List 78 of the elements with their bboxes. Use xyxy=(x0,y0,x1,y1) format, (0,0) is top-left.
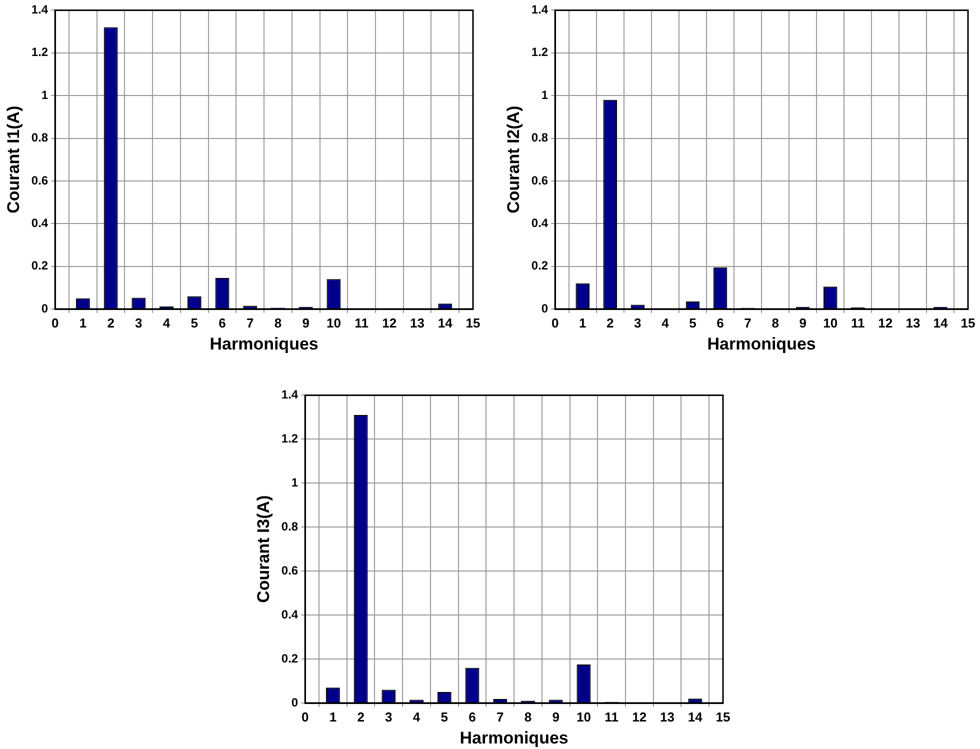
x-tick-label: 8 xyxy=(772,315,779,330)
x-tick-label: 2 xyxy=(606,315,614,330)
x-tick-label: 11 xyxy=(851,315,865,330)
x-tick-label: 0 xyxy=(301,709,309,724)
x-tick-label: 1 xyxy=(578,315,586,330)
y-tick-label: 0.4 xyxy=(531,216,548,230)
x-tick-label: 4 xyxy=(412,709,421,724)
x-tick-label: 10 xyxy=(326,315,341,330)
y-tick-label: 1.2 xyxy=(281,431,298,446)
x-tick-label: 7 xyxy=(246,315,254,330)
x-tick-label: 15 xyxy=(466,315,480,330)
x-tick-label: 6 xyxy=(716,315,724,330)
y-tick-label: 1 xyxy=(291,475,298,490)
x-tick-label: 0 xyxy=(551,315,559,330)
x-tick-label: 2 xyxy=(357,709,364,724)
y-tick-label: 0.6 xyxy=(281,563,298,578)
x-tick-label: 12 xyxy=(878,315,893,330)
x-tick-label: 3 xyxy=(634,315,642,330)
y-tick-label: 0 xyxy=(541,301,548,316)
x-tick-label: 2 xyxy=(107,315,114,330)
y-axis-title: Courant I3(A) xyxy=(254,495,273,603)
x-tick-label: 12 xyxy=(632,709,647,724)
x-tick-label: 9 xyxy=(552,709,560,724)
y-tick-label: 1.2 xyxy=(31,45,48,60)
x-tick-label: 8 xyxy=(274,315,282,330)
x-tick-label: 14 xyxy=(688,709,704,724)
y-tick-label: 1.4 xyxy=(31,2,48,17)
x-tick-label: 0 xyxy=(51,315,59,330)
x-tick-label: 13 xyxy=(410,315,425,330)
y-tick-label: 0.8 xyxy=(531,130,548,145)
x-tick-label: 13 xyxy=(906,315,920,330)
y-tick-label: 0.8 xyxy=(31,130,48,145)
x-tick-label: 6 xyxy=(218,315,226,330)
x-tick-label: 6 xyxy=(468,709,476,724)
x-tick-label: 11 xyxy=(604,709,618,724)
x-tick-label: 9 xyxy=(799,315,806,330)
y-tick-label: 0.2 xyxy=(281,651,298,666)
x-tick-label: 4 xyxy=(162,315,171,330)
y-tick-label: 1.2 xyxy=(531,45,548,60)
x-tick-label: 1 xyxy=(329,709,337,724)
y-tick-label: 1 xyxy=(541,88,548,102)
x-tick-label: 14 xyxy=(438,315,454,330)
x-axis-title: Harmoniques xyxy=(460,728,568,748)
y-tick-label: 0 xyxy=(41,301,48,316)
x-tick-label: 12 xyxy=(382,315,397,330)
y-tick-label: 0.8 xyxy=(281,519,298,534)
y-tick-label: 0.6 xyxy=(531,173,548,188)
x-axis-title: Harmoniques xyxy=(210,334,318,354)
y-tick-label: 0.6 xyxy=(31,173,48,188)
y-tick-label: 0 xyxy=(291,695,298,710)
x-tick-label: 10 xyxy=(823,315,838,330)
x-tick-label: 3 xyxy=(385,709,392,724)
x-tick-label: 8 xyxy=(524,709,532,724)
y-tick-label: 1 xyxy=(41,88,48,102)
y-axis-title: Courant I2(A) xyxy=(504,106,523,214)
x-tick-label: 7 xyxy=(744,315,752,330)
y-tick-label: 0.4 xyxy=(31,216,48,230)
x-tick-label: 4 xyxy=(662,315,670,330)
x-tick-label: 15 xyxy=(960,315,976,330)
x-tick-label: 5 xyxy=(689,315,696,330)
x-axis-title: Harmoniques xyxy=(707,334,816,354)
x-tick-label: 13 xyxy=(660,709,675,724)
y-tick-label: 1.4 xyxy=(531,2,548,17)
y-axis-title: Courant I1(A) xyxy=(4,106,23,214)
x-tick-label: 15 xyxy=(716,709,730,724)
x-tick-label: 14 xyxy=(933,315,948,330)
y-tick-label: 0.4 xyxy=(281,607,298,622)
y-tick-label: 1.4 xyxy=(281,388,298,402)
y-tick-label: 0.2 xyxy=(531,258,548,273)
x-tick-label: 3 xyxy=(135,315,142,330)
x-tick-label: 10 xyxy=(576,709,591,724)
x-tick-label: 5 xyxy=(190,315,198,330)
x-tick-label: 11 xyxy=(354,315,368,330)
x-tick-label: 1 xyxy=(79,315,87,330)
x-tick-label: 9 xyxy=(302,315,310,330)
x-tick-label: 7 xyxy=(496,709,504,724)
x-tick-label: 5 xyxy=(440,709,448,724)
y-tick-label: 0.2 xyxy=(31,258,48,273)
